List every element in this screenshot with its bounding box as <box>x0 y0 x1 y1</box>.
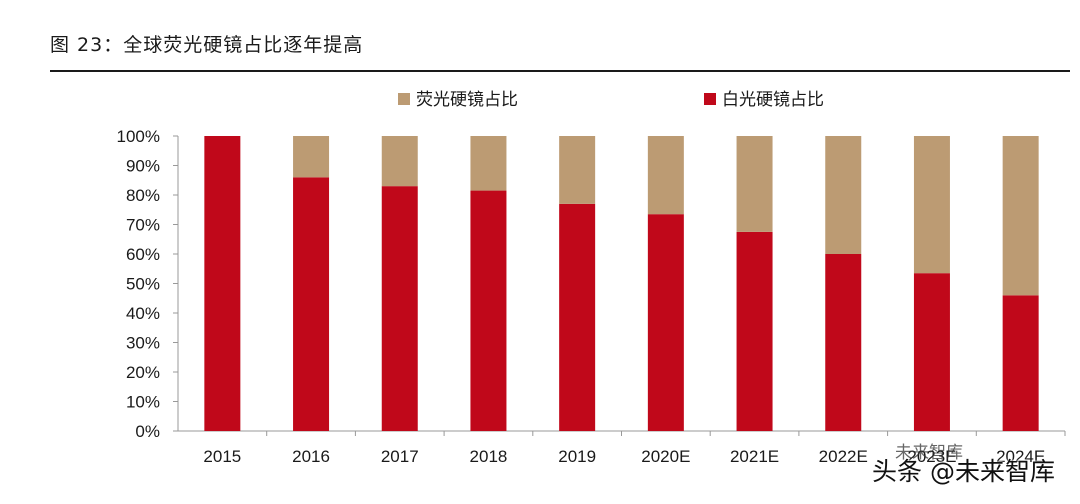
y-tick-label: 0% <box>135 422 160 441</box>
bar-white-light <box>470 190 507 431</box>
x-tick-label: 2019 <box>558 447 596 466</box>
bar-fluorescent <box>293 136 330 178</box>
title-divider <box>50 70 1070 72</box>
bar-white-light <box>736 231 773 431</box>
bar-fluorescent <box>1002 136 1039 296</box>
x-tick-label: 2022E <box>819 447 868 466</box>
bar-white-light <box>1002 295 1039 431</box>
bar-fluorescent <box>647 136 684 215</box>
watermark-small: 未来智库 <box>895 443 963 463</box>
x-tick-label: 2018 <box>470 447 508 466</box>
x-tick-label: 2021E <box>730 447 779 466</box>
bar-fluorescent <box>736 136 773 232</box>
bar-white-light <box>293 177 330 431</box>
bar-fluorescent <box>470 136 507 191</box>
y-tick-label: 70% <box>126 216 160 235</box>
bar-white-light <box>559 203 596 431</box>
watermark-text: 头条 @未来智库 <box>872 457 1055 486</box>
y-tick-label: 50% <box>126 275 160 294</box>
figure-title: 图 23：全球荧光硬镜占比逐年提高 <box>50 34 364 56</box>
legend-label: 白光硬镜占比 <box>722 90 824 110</box>
y-tick-label: 40% <box>126 304 160 323</box>
x-tick-label: 2015 <box>203 447 241 466</box>
legend-swatch <box>398 93 410 105</box>
x-tick-label: 2016 <box>292 447 330 466</box>
bar-white-light <box>913 273 950 431</box>
y-tick-label: 30% <box>126 334 160 353</box>
x-tick-label: 2024E <box>996 447 1045 466</box>
bar-fluorescent <box>559 136 596 204</box>
y-tick-label: 10% <box>126 393 160 412</box>
legend-label: 荧光硬镜占比 <box>416 90 518 110</box>
y-tick-label: 80% <box>126 186 160 205</box>
x-tick-label: 2017 <box>381 447 419 466</box>
x-tick-label: 2020E <box>641 447 690 466</box>
y-tick-label: 60% <box>126 245 160 264</box>
y-tick-label: 100% <box>117 127 160 146</box>
y-tick-label: 90% <box>126 157 160 176</box>
bar-fluorescent <box>381 136 418 187</box>
bar-white-light <box>647 214 684 431</box>
legend-swatch <box>704 93 716 105</box>
bar-fluorescent <box>825 136 862 254</box>
bar-fluorescent <box>913 136 950 274</box>
x-tick-label: 2023E <box>907 447 956 466</box>
bar-white-light <box>381 186 418 431</box>
bar-white-light <box>825 254 862 431</box>
bar-white-light <box>204 136 241 431</box>
y-tick-label: 20% <box>126 363 160 382</box>
